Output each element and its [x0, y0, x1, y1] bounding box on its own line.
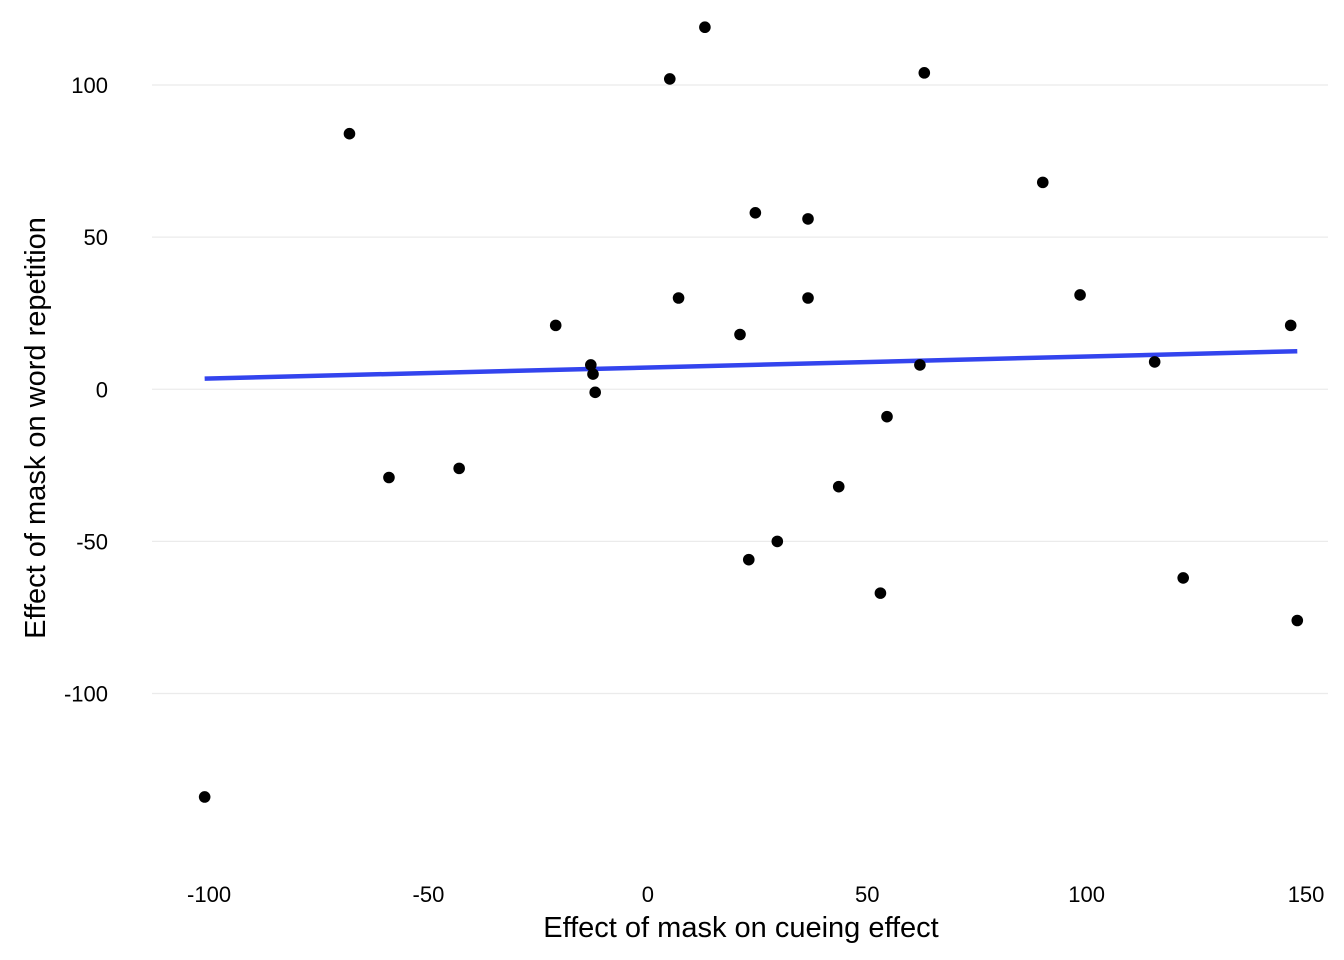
- x-axis-title: Effect of mask on cueing effect: [543, 912, 939, 944]
- y-axis-title: Effect of mask on word repetition: [20, 217, 52, 639]
- data-point: [749, 207, 762, 219]
- x-tick-label: -50: [413, 882, 445, 907]
- data-point: [453, 462, 465, 475]
- x-axis-tick-labels: -100 -50 0 50 100 150: [187, 882, 1324, 907]
- data-point: [874, 587, 887, 599]
- data-point: [1036, 176, 1049, 189]
- gridlines: [152, 84, 1328, 695]
- data-point: [672, 292, 685, 304]
- y-tick-label: -50: [76, 529, 108, 554]
- y-tick-label: -100: [64, 682, 108, 707]
- y-tick-label: 0: [96, 377, 108, 402]
- x-tick-label: 100: [1068, 882, 1105, 907]
- data-point: [1291, 614, 1304, 627]
- data-point: [881, 410, 893, 423]
- regression-line-group: [204, 348, 1298, 381]
- data-point: [802, 292, 814, 304]
- data-point: [742, 553, 755, 566]
- data-point: [918, 67, 931, 79]
- x-tick-label: 0: [642, 882, 654, 907]
- data-point: [771, 535, 784, 548]
- data-point: [832, 480, 845, 493]
- x-tick-label: 50: [855, 882, 879, 907]
- data-point: [1284, 319, 1297, 332]
- data-point: [343, 127, 356, 140]
- data-points: [198, 21, 1304, 803]
- data-point: [1074, 289, 1086, 301]
- y-tick-label: 100: [71, 73, 108, 98]
- x-tick-label: 150: [1288, 882, 1325, 907]
- y-tick-label: 50: [84, 225, 108, 250]
- data-point: [587, 368, 599, 380]
- y-axis-tick-labels: -100 -50 0 50 100: [64, 73, 108, 707]
- x-tick-label: -100: [187, 882, 231, 907]
- regression-line: [204, 348, 1298, 381]
- data-point: [699, 21, 711, 34]
- data-point: [802, 213, 814, 225]
- data-point: [383, 471, 395, 484]
- data-point: [585, 359, 597, 371]
- data-point: [734, 328, 746, 341]
- data-point: [914, 359, 926, 371]
- data-point: [198, 791, 211, 803]
- data-point: [663, 73, 676, 85]
- data-point: [589, 386, 601, 399]
- data-point: [549, 319, 562, 332]
- data-point: [1148, 356, 1161, 368]
- data-point: [1177, 572, 1189, 584]
